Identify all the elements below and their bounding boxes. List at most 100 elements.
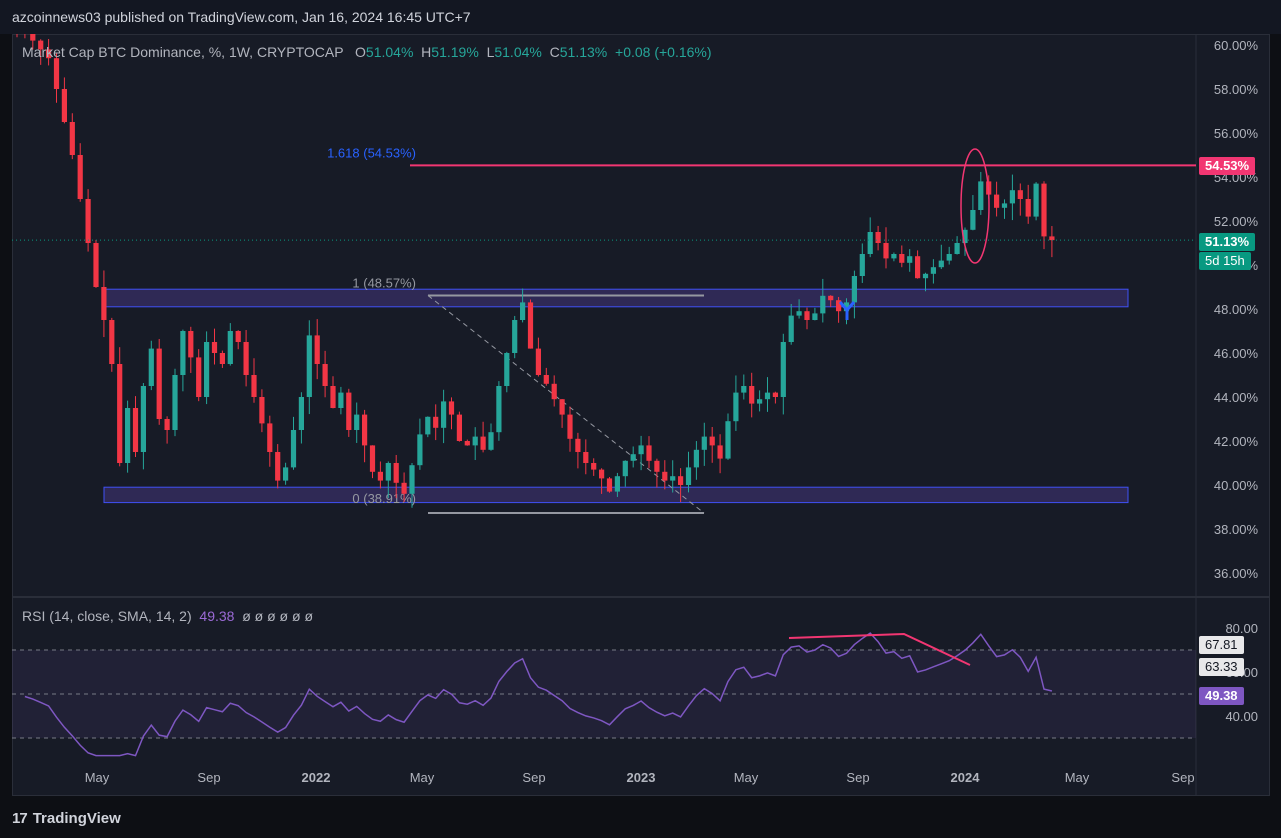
candle-body <box>180 331 186 375</box>
candle-body <box>551 383 557 400</box>
support-zone <box>103 288 1129 308</box>
candle-body <box>251 375 257 397</box>
candle-body <box>267 423 273 452</box>
candle-body <box>820 295 826 314</box>
price-tick-label: 58.00% <box>1214 82 1259 97</box>
fib-label-bottom: 0 (38.91%) <box>352 491 416 506</box>
price-tick-label: 52.00% <box>1214 214 1259 229</box>
candle-body <box>915 256 921 279</box>
candle-body <box>164 419 170 430</box>
candle-body <box>614 476 620 492</box>
candle-body <box>962 229 968 243</box>
candle-body <box>772 392 778 397</box>
candle-body <box>749 386 755 404</box>
time-tick-label: May <box>410 770 435 785</box>
price-chart[interactable]: 60.00%58.00%56.00%54.00%52.00%50.00%48.0… <box>12 34 1270 796</box>
rsi-divergence-line <box>788 632 971 666</box>
candle-body <box>448 401 455 415</box>
rsi-tag-last: 49.38 <box>1199 687 1244 705</box>
countdown-tag: 5d 15h <box>1199 252 1251 270</box>
candle-body <box>725 421 731 459</box>
candle-body <box>204 342 210 397</box>
change-value: +0.08 (+0.16%) <box>615 44 712 60</box>
candle-body <box>678 476 684 485</box>
candle-body <box>85 199 91 243</box>
candle-body <box>583 452 589 463</box>
open-value: 51.04% <box>365 44 414 60</box>
candle-body <box>354 414 360 430</box>
candle-body <box>425 416 431 435</box>
candle-body <box>275 452 281 481</box>
close-label: C <box>549 44 560 60</box>
symbol-title: Market Cap BTC Dominance, %, 1W, CRYPTOC… <box>22 44 344 60</box>
candle-body <box>828 295 834 301</box>
candle-body <box>591 463 597 470</box>
candle-body <box>377 471 383 481</box>
candle-body <box>535 348 541 375</box>
price-tick-label: 36.00% <box>1214 566 1259 581</box>
rsi-value: 49.38 <box>199 608 235 624</box>
rsi-legend[interactable]: RSI (14, close, SMA, 14, 2) 49.38 ø ø ø … <box>22 608 313 624</box>
candle-body <box>283 467 289 481</box>
candle-body <box>172 375 178 430</box>
last-price-tag: 51.13% <box>1199 233 1256 251</box>
candle-body <box>188 331 194 358</box>
candle-body <box>346 392 352 430</box>
candle-body <box>290 430 297 468</box>
candle-body <box>891 254 897 259</box>
low-label: L <box>486 44 495 60</box>
candle-body <box>970 210 976 230</box>
candle-body <box>148 348 154 386</box>
price-tick-label: 60.00% <box>1214 38 1259 53</box>
time-tick-label: Sep <box>846 770 869 785</box>
candle-body <box>338 392 344 408</box>
candle-body <box>994 194 1000 208</box>
candle-body <box>764 392 771 400</box>
candle-body <box>227 331 233 364</box>
candle-body <box>559 399 565 415</box>
candle-body <box>314 335 320 364</box>
candle-body <box>393 463 399 483</box>
candle-body <box>488 432 494 450</box>
candle-body <box>741 386 747 393</box>
price-tick-label: 40.00% <box>1214 478 1259 493</box>
candle-body <box>306 335 312 397</box>
candle-body <box>53 58 60 89</box>
symbol-legend[interactable]: Market Cap BTC Dominance, %, 1W, CRYPTOC… <box>22 44 712 60</box>
candle-body <box>638 445 644 455</box>
candle-body <box>520 302 526 320</box>
candle-body <box>954 243 960 254</box>
candle-body <box>875 232 881 243</box>
candle-body <box>717 445 723 459</box>
candle-body <box>907 256 913 263</box>
candle-body <box>330 386 336 408</box>
candle-body <box>362 414 368 446</box>
candle-body <box>780 342 786 397</box>
time-tick-label: May <box>1065 770 1090 785</box>
up-arrow-icon <box>838 301 856 320</box>
candle-body <box>219 353 225 364</box>
fib-trend-dashed-line <box>427 295 705 514</box>
candle-body <box>575 438 581 452</box>
candle-body <box>883 243 889 259</box>
candle-body <box>1049 236 1055 241</box>
candle-body <box>132 408 139 452</box>
candle-body <box>836 300 842 312</box>
candle-body <box>211 342 218 353</box>
time-tick-label: 2022 <box>302 770 331 785</box>
candle-body <box>472 436 478 446</box>
candle-body <box>1009 190 1015 204</box>
rsi-tick-label: 80.00 <box>1225 621 1258 636</box>
candle-body <box>670 476 676 481</box>
rsi-tag-high: 67.81 <box>1199 636 1244 654</box>
candle-body <box>109 320 115 364</box>
price-tick-label: 42.00% <box>1214 434 1259 449</box>
tradingview-brand: TradingView <box>32 809 121 827</box>
low-value: 51.04% <box>494 44 542 60</box>
candle-body <box>298 397 304 430</box>
tradingview-logo-icon: 17 <box>12 809 28 827</box>
price-tick-label: 56.00% <box>1214 126 1259 141</box>
candle-body <box>606 478 613 492</box>
tradingview-footer[interactable]: 17 TradingView <box>12 804 121 832</box>
candle-body <box>456 414 462 441</box>
